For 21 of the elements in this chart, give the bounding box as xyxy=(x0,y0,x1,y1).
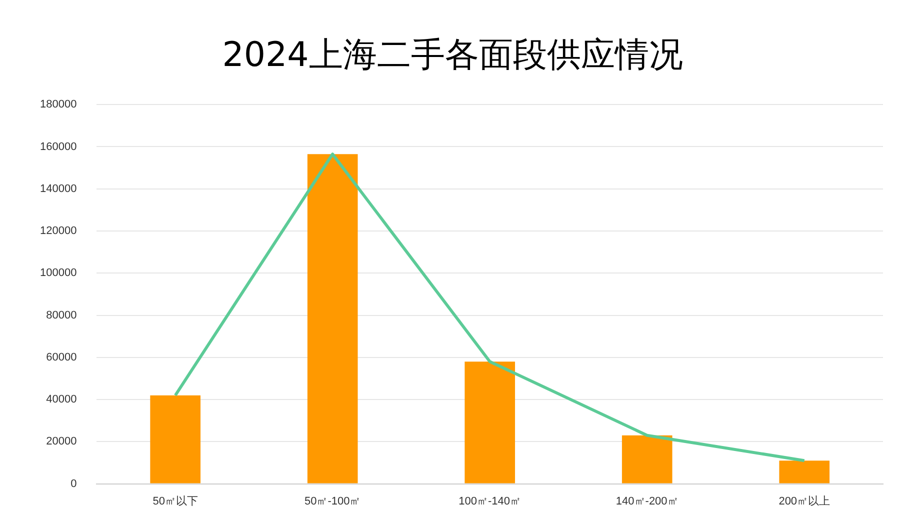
y-tick-label: 0 xyxy=(70,478,77,490)
y-tick-label: 40000 xyxy=(46,394,77,406)
x-tick-label: 200㎡以上 xyxy=(778,494,830,508)
y-tick-label: 80000 xyxy=(46,309,77,322)
bar xyxy=(150,395,200,484)
y-tick-label: 120000 xyxy=(40,225,77,238)
y-tick-label: 140000 xyxy=(40,182,77,195)
chart-title: 2024上海二手各面段供应情况 xyxy=(221,34,684,77)
y-tick-label: 20000 xyxy=(46,436,77,448)
bar xyxy=(307,154,358,484)
bar xyxy=(464,362,516,484)
y-tick-label: 180000 xyxy=(40,98,77,111)
bar xyxy=(779,460,830,484)
x-tick-label: 50㎡以下 xyxy=(152,494,198,508)
x-tick-label: 100㎡-140㎡ xyxy=(458,495,522,508)
x-tick-label: 140㎡-200㎡ xyxy=(616,495,678,508)
x-tick-label: 50㎡-100㎡ xyxy=(304,495,361,508)
y-tick-label: 100000 xyxy=(40,267,77,280)
y-tick-label: 60000 xyxy=(46,351,77,364)
bar xyxy=(622,435,672,484)
y-tick-label: 160000 xyxy=(40,140,77,153)
